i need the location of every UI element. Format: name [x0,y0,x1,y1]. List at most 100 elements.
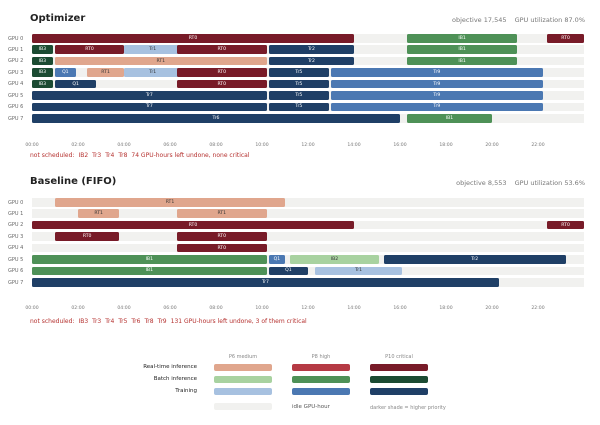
legend-priority-critical: P10 critical [385,354,413,360]
unscheduled-item: 74 GPU-hours left undone, none critical [131,152,250,159]
objective-value: objective 17,545 [451,16,507,24]
gpu-row-label: GPU 4 [8,245,24,252]
x-tick-label: 12:00 [301,143,315,148]
gpu-row-label: GPU 2 [8,58,24,65]
legend-swatch [370,364,428,371]
task-bar: Tr7 [32,102,267,112]
baseline-unscheduled-note: not scheduled: IB3 Tr3 Tr4 Tr5 Tr6 Tr8 Tr9 131 G… [30,318,311,325]
task-bar: Tr5 [268,68,329,77]
gpu-row-label: GPU 0 [8,199,24,206]
task-bar: RT1 [55,56,267,66]
x-tick-label: 02:00 [71,306,85,311]
gpu-row-label: GPU 1 [8,210,24,217]
task-bar: RT0 [32,220,354,230]
x-tick-label: 18:00 [439,306,453,311]
unscheduled-item: Tr4 [105,318,115,325]
task-bar: IB3 [32,68,53,77]
gpu-row-label: GPU 5 [8,92,24,99]
task-bar: RT0 [547,34,584,43]
panel-title: Baseline (FIFO) [30,176,117,187]
panel-title: Optimizer [30,13,86,24]
task-bar: Tr2 [268,56,354,66]
task-bar: RT0 [176,232,267,241]
gpu-row-label: GPU 7 [8,115,24,122]
legend-priority-medium: P6 medium [228,354,258,360]
task-bar: IB3 [32,45,53,54]
task-bar: IB1 [406,45,518,54]
x-tick-label: 08:00 [209,143,223,148]
task-bar: Tr5 [268,79,329,89]
legend-swatch [370,388,428,395]
gpu-row-label: GPU 6 [8,104,24,111]
objective-value: objective 8,553 [456,179,507,187]
task-bar: Tr7 [32,91,267,100]
legend-row-training: Training [175,388,197,394]
task-bar: Tr5 [268,91,329,100]
unscheduled-item: Tr8 [144,318,154,325]
unscheduled-item: Tr6 [131,318,141,325]
gpu-row-label: GPU 7 [8,279,24,286]
task-bar: Tr7 [32,278,499,287]
unscheduled-item: not scheduled: [30,318,75,325]
x-tick-label: 10:00 [255,143,269,148]
gpu-row-label: GPU 6 [8,268,24,275]
task-bar: IB1 [32,266,267,276]
task-bar: Q1 [268,266,308,276]
task-bar: Tr9 [331,91,543,100]
task-bar: Tr1 [124,45,182,54]
gpu-row-label: GPU 2 [8,222,24,229]
unscheduled-item: Tr9 [157,318,167,325]
x-tick-label: 18:00 [439,143,453,148]
task-bar: IB1 [406,56,518,66]
gpu-row-label: GPU 5 [8,256,24,263]
legend-swatch [214,376,272,383]
x-tick-label: 06:00 [163,143,177,148]
legend-shade-note: darker shade = higher priority [370,405,446,411]
task-bar: IB2 [289,255,380,264]
utilization-value: GPU utilization 87.0% [514,16,585,24]
legend-idle-label: idle GPU-hour [292,404,330,410]
task-bar: IB1 [406,114,492,123]
legend-priority-high: P8 high [311,354,331,360]
task-bar: Tr9 [331,102,543,112]
utilization-value: GPU utilization 53.6% [514,179,585,187]
gpu-row-label: GPU 4 [8,81,24,88]
x-tick-label: 02:00 [71,143,85,148]
x-tick-label: 04:00 [117,306,131,311]
legend-row-realtime: Real-time inference [143,364,197,370]
legend-swatch [292,376,350,383]
legend-swatch [214,364,272,371]
unscheduled-item: Tr3 [92,318,102,325]
task-bar: Tr2 [268,45,354,54]
task-bar: IB1 [32,255,267,264]
task-bar: Tr9 [331,79,543,89]
task-bar: IB1 [406,34,518,43]
x-tick-label: 04:00 [117,143,131,148]
x-tick-label: 16:00 [393,143,407,148]
x-tick-label: 14:00 [347,306,361,311]
x-tick-label: 08:00 [209,306,223,311]
task-bar: Q1 [55,79,97,89]
legend-swatch [292,388,350,395]
unscheduled-item: Tr5 [118,318,128,325]
unscheduled-item: Tr3 [92,152,102,159]
task-bar: Tr1 [124,68,182,77]
gpu-row-idle [32,232,584,241]
gpu-row-label: GPU 0 [8,35,24,42]
gpu-row-label: GPU 3 [8,233,24,240]
x-tick-label: 22:00 [531,143,545,148]
task-bar: RT1 [78,209,120,218]
task-bar: RT0 [176,45,267,54]
unscheduled-item: not scheduled: [30,152,75,159]
gpu-row-idle [32,243,584,253]
legend-swatch [214,388,272,395]
task-bar: IB3 [32,56,53,66]
unscheduled-item: IB2 [78,152,89,159]
x-tick-label: 14:00 [347,143,361,148]
x-tick-label: 12:00 [301,306,315,311]
x-tick-label: 06:00 [163,306,177,311]
unscheduled-item: 131 GPU-hours left undone, 3 of them cri… [170,318,307,325]
x-tick-label: 00:00 [25,143,39,148]
task-bar: Tr1 [314,266,403,276]
task-bar: RT0 [176,79,267,89]
